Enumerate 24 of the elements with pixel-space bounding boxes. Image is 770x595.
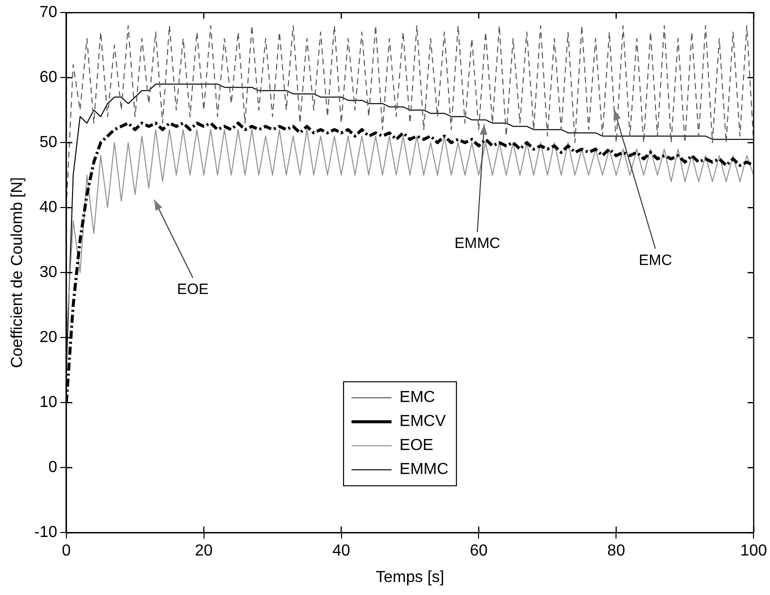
- y-tick-label: 70: [40, 4, 58, 22]
- x-tick-label: 0: [62, 542, 71, 560]
- y-tick-label: 50: [40, 134, 58, 152]
- y-tick-label: 10: [40, 394, 58, 412]
- annotation: EOE: [176, 280, 209, 298]
- x-tick-label: 80: [607, 542, 626, 560]
- y-tick-label: 20: [40, 329, 58, 346]
- y-tick-label: 60: [40, 69, 58, 86]
- legend-label: EMCV: [400, 413, 446, 430]
- x-tick-label: 100: [740, 542, 768, 560]
- y-tick-label: 0: [48, 459, 58, 476]
- legend-label: EMC: [400, 389, 436, 406]
- x-tick-label: 40: [332, 542, 350, 560]
- x-tick-label: 60: [470, 542, 488, 560]
- x-axis-title: Temps [s]: [376, 568, 444, 586]
- y-axis-title: Coefficient de Coulomb [N]: [9, 177, 26, 368]
- y-tick-label: 30: [40, 264, 58, 282]
- y-tick-label: -10: [34, 524, 58, 542]
- legend-label: EMMC: [400, 461, 448, 478]
- y-tick-label: 40: [40, 199, 58, 216]
- annotation: EMC: [638, 252, 672, 269]
- annotation: EMMC: [454, 235, 500, 252]
- x-tick-label: 20: [194, 542, 213, 560]
- legend-label: EOE: [400, 437, 434, 454]
